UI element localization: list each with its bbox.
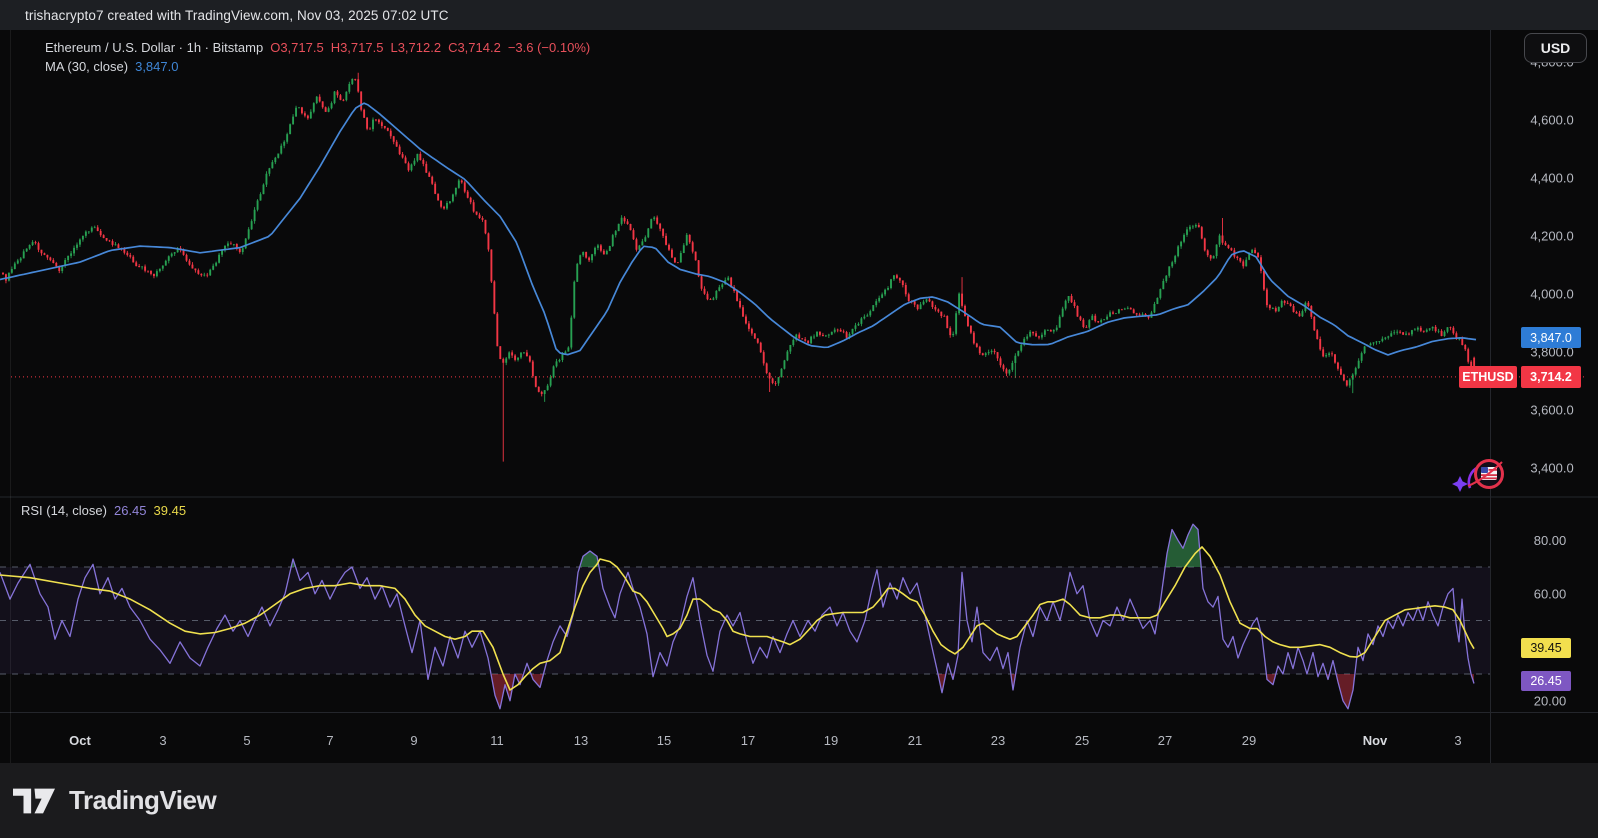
time-axis-tick: 3 (159, 733, 166, 748)
price-axis-tick: 4,000.0 (1530, 287, 1573, 302)
time-axis-tick: 5 (243, 733, 250, 748)
rsi-axis-tick: 80.00 (1534, 533, 1567, 548)
rsi-pane (0, 523, 1490, 710)
time-axis-tick: 29 (1242, 733, 1256, 748)
time-axis-tick: 23 (991, 733, 1005, 748)
time-axis-tick: 27 (1158, 733, 1172, 748)
ohlc-high: H3,717.5 (330, 40, 384, 55)
attribution-bar: trishacrypto7 created with TradingView.c… (0, 0, 1598, 30)
time-axis-tick: 11 (490, 733, 504, 748)
attribution-text: trishacrypto7 created with TradingView.c… (25, 7, 449, 23)
rsi-label: RSI (14, close) (21, 503, 107, 518)
ma-value: 3,847.0 (135, 59, 179, 74)
symbol-name-badge: ETHUSD (1459, 366, 1517, 388)
rsi-axis-tick: 60.00 (1534, 586, 1567, 601)
time-axis-tick: 7 (326, 733, 333, 748)
time-axis-tick: Oct (69, 733, 91, 748)
time-axis-tick: 19 (824, 733, 838, 748)
channel-watermark (1450, 448, 1508, 505)
currency-toggle-button[interactable]: USD (1524, 33, 1587, 63)
time-axis-tick: 3 (1454, 733, 1461, 748)
rsi-value: 26.45 (113, 503, 147, 518)
footer-brand-bar: TradingView (0, 763, 1598, 838)
rocket-logo-icon (1452, 459, 1504, 492)
price-axis-tick: 3,800.0 (1530, 345, 1573, 360)
rsi-ma-line (0, 546, 1475, 691)
rsi-legend[interactable]: RSI (14, close) 26.45 39.45 (21, 503, 186, 518)
ma30-line (0, 102, 1477, 356)
time-axis-tick: 15 (657, 733, 671, 748)
rsi-ma-badge: 39.45 (1521, 638, 1571, 658)
rsi-axis-tick: 20.00 (1534, 693, 1567, 708)
time-axis-tick: 21 (908, 733, 922, 748)
price-axis-tick: 4,400.0 (1530, 171, 1573, 186)
currency-label: USD (1540, 40, 1571, 56)
ohlc-change: −3.6 (−0.10%) (507, 40, 591, 55)
ohlc-close: C3,714.2 (448, 40, 501, 55)
last-price-badge: 3,714.2 (1521, 366, 1581, 388)
time-axis-tick: 25 (1075, 733, 1089, 748)
symbol-legend[interactable]: Ethereum / U.S. Dollar · 1h · Bitstamp O… (45, 40, 590, 55)
rsi-value-badge: 26.45 (1521, 671, 1571, 691)
ohlc-low: L3,712.2 (390, 40, 442, 55)
price-axis-tick: 3,600.0 (1530, 403, 1573, 418)
time-axis-tick: 9 (410, 733, 417, 748)
ma-legend[interactable]: MA (30, close) 3,847.0 (45, 59, 178, 74)
ohlc-open: O3,717.5 (270, 40, 324, 55)
symbol-title: Ethereum / U.S. Dollar · 1h · Bitstamp (45, 40, 264, 55)
time-axis-tick: 17 (741, 733, 755, 748)
rsi-overbought-fill (0, 524, 1474, 567)
time-axis-tick: Nov (1363, 733, 1388, 748)
time-axis-tick: 13 (574, 733, 588, 748)
price-axis-tick: 4,200.0 (1530, 229, 1573, 244)
candlestick-series (2, 72, 1476, 462)
price-axis-tick: 4,600.0 (1530, 113, 1573, 128)
tradingview-logo-icon[interactable] (13, 788, 55, 814)
tradingview-wordmark[interactable]: TradingView (69, 785, 217, 815)
price-axis-tick: 3,400.0 (1530, 461, 1573, 476)
ma-price-badge: 3,847.0 (1521, 327, 1581, 348)
rsi-ma-value: 39.45 (153, 503, 187, 518)
ma-label: MA (30, close) (45, 59, 129, 74)
